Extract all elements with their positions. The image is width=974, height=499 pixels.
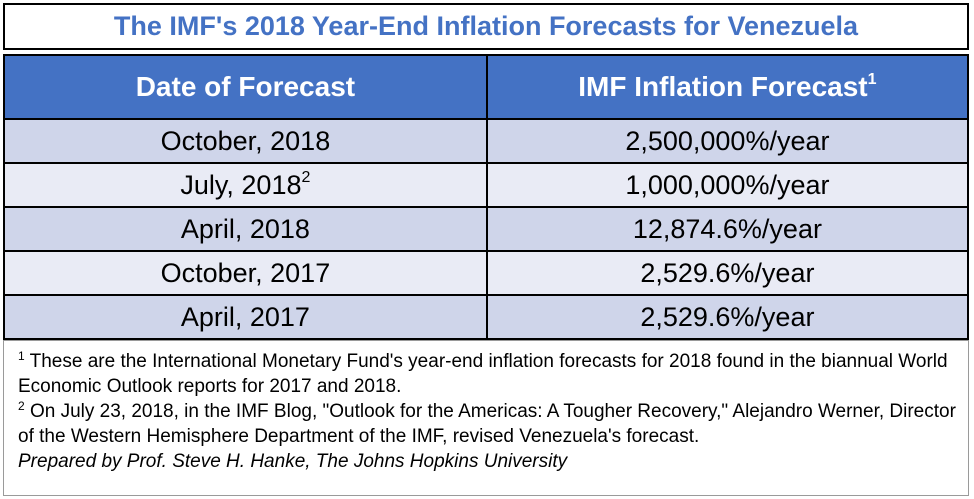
footnotes-box: 1 These are the International Monetary F… xyxy=(3,340,969,496)
date-cell: April, 2017 xyxy=(3,294,488,340)
table-row: October, 2018 2,500,000%/year xyxy=(3,118,970,164)
table-row: October, 2017 2,529.6%/year xyxy=(3,250,970,296)
header-row: Date of Forecast IMF Inflation Forecast1 xyxy=(3,54,970,120)
footnote-mark: 2 xyxy=(18,399,25,413)
table-row: April, 2017 2,529.6%/year xyxy=(3,294,970,340)
forecast-cell: 2,529.6%/year xyxy=(485,294,970,340)
footnote-2-text: On July 23, 2018, in the IMF Blog, "Outl… xyxy=(18,401,956,447)
forecast-value: 2,500,000%/year xyxy=(625,125,830,156)
forecast-value: 1,000,000%/year xyxy=(625,169,830,200)
footnote-mark: 2 xyxy=(301,168,311,186)
header-forecast-label: IMF Inflation Forecast xyxy=(578,71,868,102)
forecast-cell: 2,500,000%/year xyxy=(485,118,970,164)
header-imf-inflation-forecast: IMF Inflation Forecast1 xyxy=(485,54,970,120)
forecast-cell: 1,000,000%/year xyxy=(485,162,970,208)
date-cell: April, 2018 xyxy=(3,206,488,252)
table-title: The IMF's 2018 Year-End Inflation Foreca… xyxy=(113,11,859,41)
table-row: July, 20182 1,000,000%/year xyxy=(3,162,970,208)
date-value: October, 2017 xyxy=(160,257,331,288)
title-box: The IMF's 2018 Year-End Inflation Foreca… xyxy=(3,3,969,50)
header-date-of-forecast: Date of Forecast xyxy=(3,54,488,120)
date-value: July, 2018 xyxy=(180,169,302,200)
forecast-value: 2,529.6%/year xyxy=(640,301,815,332)
credit-line: Prepared by Prof. Steve H. Hanke, The Jo… xyxy=(18,451,568,472)
header-date-label: Date of Forecast xyxy=(135,71,356,102)
footnote-mark: 1 xyxy=(867,71,877,88)
forecast-cell: 12,874.6%/year xyxy=(485,206,970,252)
date-cell: October, 2017 xyxy=(3,250,488,296)
footnote-1-text: These are the International Monetary Fun… xyxy=(18,351,948,397)
footnote-mark: 1 xyxy=(18,349,25,363)
footnote-2: 2 On July 23, 2018, in the IMF Blog, "Ou… xyxy=(18,399,958,449)
table-row: April, 2018 12,874.6%/year xyxy=(3,206,970,252)
footnote-1: 1 These are the International Monetary F… xyxy=(18,349,958,399)
date-cell: July, 20182 xyxy=(3,162,488,208)
forecast-cell: 2,529.6%/year xyxy=(485,250,970,296)
date-value: April, 2018 xyxy=(180,213,310,244)
date-value: April, 2017 xyxy=(180,301,310,332)
forecast-value: 12,874.6%/year xyxy=(632,213,822,244)
forecast-table: Date of Forecast IMF Inflation Forecast1… xyxy=(3,54,970,340)
date-cell: October, 2018 xyxy=(3,118,488,164)
forecast-value: 2,529.6%/year xyxy=(640,257,815,288)
date-value: October, 2018 xyxy=(160,125,331,156)
